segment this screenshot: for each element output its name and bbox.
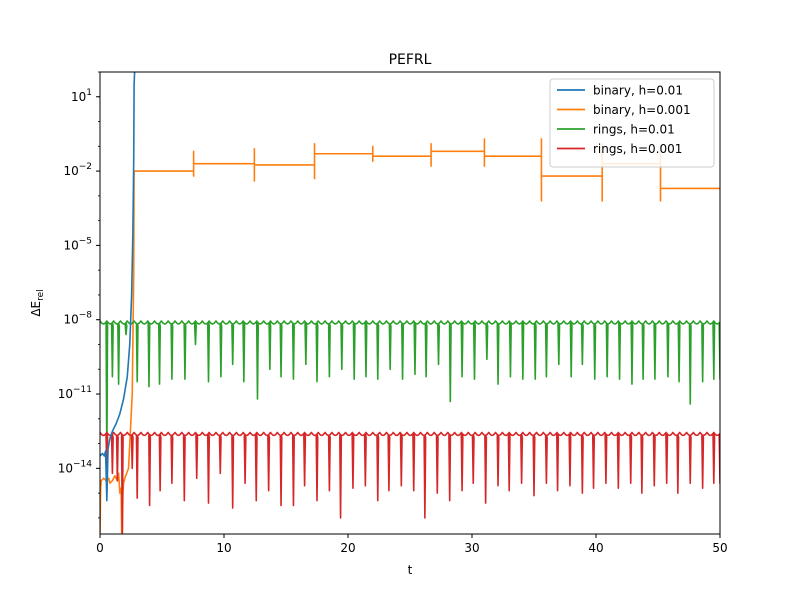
x-axis-label: t [408,563,413,577]
x-tick-label: 10 [216,541,231,555]
y-tick-label: 10−2 [63,162,92,178]
y-tick-label: 10−5 [63,236,92,252]
x-tick-label: 40 [588,541,603,555]
y-axis-label: ΔErel [29,289,46,316]
plot-frame [99,71,721,535]
x-tick-label: 0 [96,541,104,555]
legend: binary, h=0.01 binary, h=0.001 rings, h=0.… [549,78,715,168]
x-tick-label: 30 [464,541,479,555]
chart-title: PEFRL [389,52,432,68]
x-tick-label: 50 [712,541,727,555]
legend-box [549,78,715,168]
y-tick-label: 10−14 [58,459,93,475]
series-line-binary-h-0-001 [100,138,720,534]
series-layer [100,72,720,534]
legend-label: binary, h=0.01 [593,84,683,98]
legend-label: rings, h=0.001 [593,142,682,156]
x-tick-label: 20 [340,541,355,555]
y-axis-ticks: 101 10−2 10−5 10−8 10−11 10−14 [58,71,100,519]
x-axis-ticks: 0 10 20 30 40 50 [96,534,728,555]
y-tick-label: 10−11 [58,385,92,401]
y-tick-label: 10−8 [63,311,92,327]
y-tick-label: 101 [71,88,92,104]
legend-label: binary, h=0.001 [593,103,691,117]
series-line-binary-h-0-01 [100,72,136,502]
legend-label: rings, h=0.01 [593,123,675,137]
series-line-rings-h-0-01 [100,320,720,465]
series-line-rings-h-0-001 [100,431,720,534]
